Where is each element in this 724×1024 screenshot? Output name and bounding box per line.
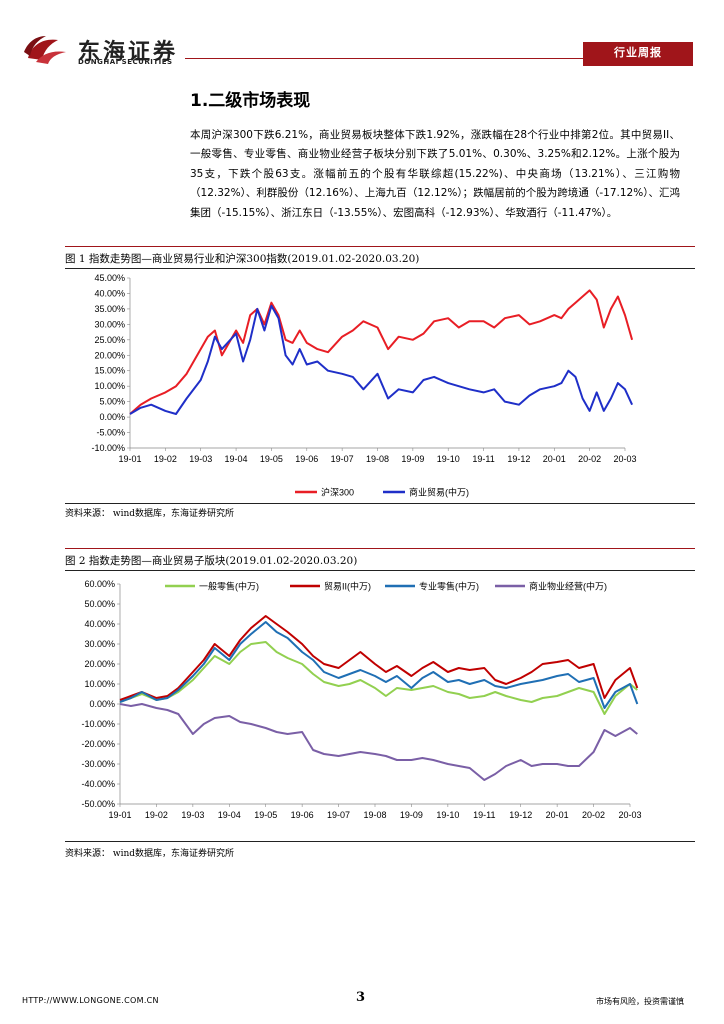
- y-tick-label: 30.00%: [84, 639, 115, 649]
- y-tick-label: -10.00%: [91, 443, 125, 453]
- fig1-source: 资料来源： wind数据库，东海证券研究所: [65, 509, 235, 519]
- x-tick-label: 20-02: [578, 454, 601, 464]
- x-tick-label: 19-11: [473, 810, 495, 820]
- x-tick-label: 19-10: [436, 810, 459, 820]
- fig2-bottom-rule: [65, 841, 695, 842]
- header-divider: [185, 58, 605, 59]
- x-tick-label: 19-06: [295, 454, 318, 464]
- series-line-3: [119, 703, 638, 781]
- fig2-source: 资料来源： wind数据库，东海证券研究所: [65, 849, 235, 859]
- x-tick-label: 19-07: [331, 454, 354, 464]
- chart-hs300-vs-trade: 45.00% 40.00% 35.00% 30.00% 25.00% 20.00% 15.0…: [91, 273, 636, 498]
- risk-disclaimer: 市场有风险，投资需谨慎: [596, 997, 684, 1006]
- series-line-1: [119, 615, 639, 701]
- legend-label: 贸易II(中万): [324, 581, 371, 592]
- company-logo: [22, 30, 182, 70]
- x-tick-label: 19-06: [291, 810, 314, 820]
- section-title: 1.二级市场表现: [190, 91, 311, 111]
- x-tick-label: 19-03: [181, 810, 204, 820]
- report-type-underline: [583, 64, 693, 66]
- page-number: 3: [356, 990, 366, 1005]
- y-tick-label: -40.00%: [81, 779, 115, 789]
- fig2-top-rule: [65, 548, 695, 549]
- y-tick-label: -50.00%: [81, 799, 115, 809]
- y-tick-label: -20.00%: [81, 739, 115, 749]
- series-line-0: [119, 641, 638, 715]
- x-tick-label: 19-10: [437, 454, 460, 464]
- x-tick-label: 19-02: [145, 810, 168, 820]
- report-type-tag: 行业周报: [583, 42, 693, 64]
- legend-label: 专业零售(中万): [419, 581, 479, 592]
- y-tick-label: 30.00%: [94, 319, 125, 329]
- series-line-2: [119, 621, 639, 709]
- legend-label: 一般零售(中万): [199, 581, 259, 592]
- x-tick-label: 19-08: [363, 810, 386, 820]
- footer-website-link[interactable]: HTTP://WWW.LONGONE.COM.CN: [22, 996, 159, 1005]
- y-tick-label: 0.00%: [89, 699, 115, 709]
- x-tick-label: 19-05: [254, 810, 277, 820]
- fig1-title: 图 1 指数走势图—商业贸易行业和沪深300指数(2019.01.02-2020…: [65, 253, 420, 265]
- x-tick-label: 19-03: [189, 454, 212, 464]
- x-tick-label: 20-01: [546, 810, 569, 820]
- x-tick-label: 20-01: [543, 454, 566, 464]
- y-tick-label: -30.00%: [81, 759, 115, 769]
- y-tick-label: 40.00%: [94, 288, 125, 298]
- y-tick-label: 25.00%: [94, 335, 125, 345]
- fig1-bottom-rule: [65, 503, 695, 504]
- x-tick-label: 19-12: [507, 454, 530, 464]
- y-tick-label: 50.00%: [84, 599, 115, 609]
- x-tick-label: 19-07: [327, 810, 350, 820]
- y-tick-label: 60.00%: [84, 579, 115, 589]
- logo-mark-icon: [24, 36, 66, 64]
- x-tick-label: 19-11: [472, 454, 494, 464]
- y-tick-label: 40.00%: [84, 619, 115, 629]
- legend-label: 商业物业经营(中万): [529, 581, 607, 592]
- x-tick-label: 19-08: [366, 454, 389, 464]
- x-tick-label: 19-01: [118, 454, 141, 464]
- x-tick-label: 19-04: [225, 454, 248, 464]
- y-tick-label: 20.00%: [84, 659, 115, 669]
- series-line-0: [129, 289, 634, 415]
- y-tick-label: 15.00%: [94, 366, 125, 376]
- x-tick-label: 20-03: [613, 454, 636, 464]
- x-tick-label: 19-02: [154, 454, 177, 464]
- y-tick-label: -10.00%: [81, 719, 115, 729]
- x-tick-label: 19-01: [108, 810, 131, 820]
- y-tick-label: 10.00%: [94, 381, 125, 391]
- legend-label: 商业贸易(中万): [409, 487, 469, 498]
- x-tick-label: 19-04: [218, 810, 241, 820]
- y-tick-label: 35.00%: [94, 304, 125, 314]
- x-tick-label: 19-05: [260, 454, 283, 464]
- logo-name-cn: 东海证券: [78, 39, 179, 65]
- x-tick-label: 19-09: [400, 810, 423, 820]
- x-tick-label: 20-02: [582, 810, 605, 820]
- fig2-title-rule: [65, 570, 695, 571]
- x-tick-label: 19-12: [509, 810, 532, 820]
- y-tick-label: 5.00%: [99, 397, 125, 407]
- y-tick-label: -5.00%: [96, 428, 125, 438]
- chart-trade-subsectors: 60.00% 50.00% 40.00% 30.00% 20.00% 10.00% 0.00…: [81, 579, 641, 820]
- y-tick-label: 10.00%: [84, 679, 115, 689]
- fig2-title: 图 2 指数走势图—商业贸易子版块(2019.01.02-2020.03.20): [65, 555, 358, 567]
- logo-name-en: DONGHAI SECURITIES: [78, 58, 173, 66]
- y-tick-label: 0.00%: [99, 412, 125, 422]
- legend-label: 沪深300: [321, 487, 354, 498]
- x-tick-label: 20-03: [618, 810, 641, 820]
- y-tick-label: 45.00%: [94, 273, 125, 283]
- series-line-1: [129, 304, 634, 415]
- fig1-title-rule: [65, 268, 695, 269]
- fig1-top-rule: [65, 246, 695, 247]
- x-tick-label: 19-09: [401, 454, 424, 464]
- market-summary-paragraph: 本周沪深300下跌6.21%，商业贸易板块整体下跌1.92%，涨跌幅在28个行业…: [190, 129, 680, 219]
- y-tick-label: 20.00%: [94, 350, 125, 360]
